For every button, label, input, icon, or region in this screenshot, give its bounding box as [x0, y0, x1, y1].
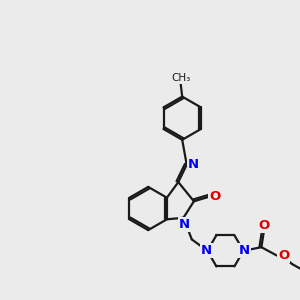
Text: CH₃: CH₃: [171, 73, 190, 83]
Text: N: N: [238, 244, 250, 257]
Text: N: N: [201, 244, 212, 257]
Text: O: O: [209, 190, 220, 203]
Text: N: N: [188, 158, 199, 171]
Text: O: O: [278, 249, 289, 262]
Text: O: O: [259, 219, 270, 232]
Text: N: N: [179, 218, 190, 231]
